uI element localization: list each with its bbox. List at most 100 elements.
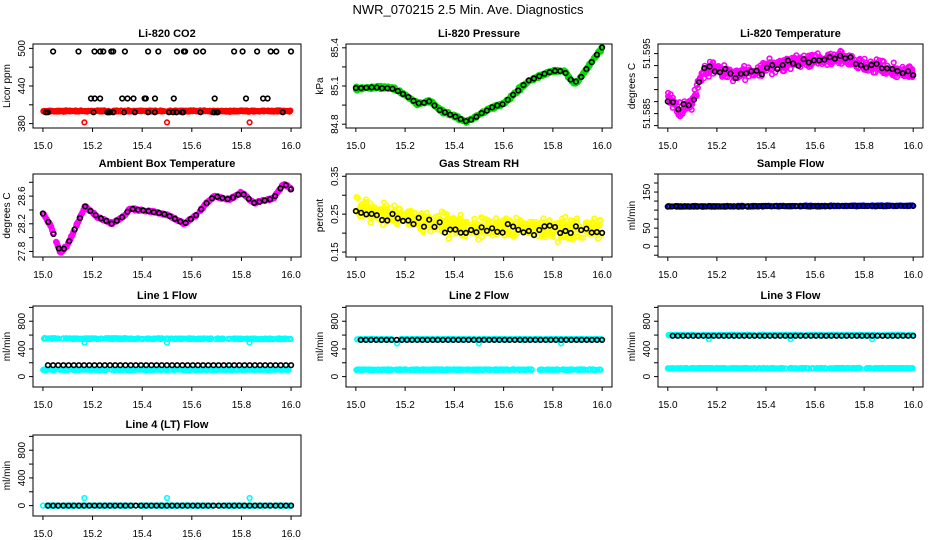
data-point xyxy=(273,107,280,115)
data-point xyxy=(752,70,760,78)
x-tick-label: 15.8 xyxy=(543,400,563,411)
data-point xyxy=(685,102,692,109)
data-point xyxy=(596,216,604,223)
data-point xyxy=(541,70,548,77)
x-tick-label: 15.6 xyxy=(494,400,514,411)
data-point xyxy=(856,56,863,64)
x-tick-label: 15.6 xyxy=(182,400,202,411)
series-outliers xyxy=(81,119,253,126)
data-point xyxy=(193,48,200,55)
x-tick-label: 15.0 xyxy=(346,141,366,152)
data-point xyxy=(55,362,62,369)
data-point xyxy=(70,362,77,369)
plot-frame xyxy=(657,43,924,129)
data-point xyxy=(106,362,114,369)
data-point xyxy=(239,48,246,55)
data-point xyxy=(890,59,897,66)
data-point xyxy=(468,116,475,123)
data-point xyxy=(766,55,773,62)
data-point xyxy=(776,61,783,68)
data-point xyxy=(760,61,767,68)
data-point xyxy=(120,109,128,116)
data-point xyxy=(44,109,51,116)
data-point xyxy=(104,109,111,116)
series-avg xyxy=(352,44,606,125)
x-tick-label: 15.6 xyxy=(182,270,202,281)
x-tick-label: 15.2 xyxy=(707,270,727,281)
data-point xyxy=(44,362,52,369)
data-point xyxy=(75,48,82,55)
data-point xyxy=(696,75,704,82)
x-tick-label: 15.4 xyxy=(445,141,465,152)
x-tick-label: 15.6 xyxy=(182,141,202,152)
data-point xyxy=(462,118,470,125)
data-point xyxy=(242,95,250,102)
data-point xyxy=(86,362,93,369)
y-tick-label: 84.8 xyxy=(330,114,341,134)
x-tick-label: 15.0 xyxy=(658,141,678,152)
x-tick-label: 15.0 xyxy=(33,141,53,152)
y-tick-label: 400 xyxy=(330,340,341,357)
x-tick-label: 15.4 xyxy=(132,270,152,281)
x-tick-label: 15.6 xyxy=(805,270,825,281)
x-tick-label: 15.4 xyxy=(445,400,465,411)
series-all xyxy=(664,47,916,120)
series-avg xyxy=(44,362,295,369)
data-point xyxy=(246,362,253,369)
plot-frame xyxy=(32,305,302,388)
data-point xyxy=(215,362,222,369)
data-point xyxy=(231,107,239,115)
data-point xyxy=(248,107,255,114)
y-tick-label: 85.4 xyxy=(330,38,341,58)
data-point xyxy=(709,59,717,67)
data-point xyxy=(664,89,672,97)
data-point xyxy=(179,109,186,116)
y-tick-label: 150 xyxy=(642,183,653,200)
data-point xyxy=(180,48,187,55)
data-point xyxy=(258,107,265,114)
data-point xyxy=(520,81,527,89)
data-point xyxy=(110,109,117,116)
data-point xyxy=(225,362,233,369)
y-tick-label: 51.585 xyxy=(642,98,653,129)
data-point xyxy=(189,362,196,369)
data-point xyxy=(151,109,158,116)
data-point xyxy=(515,87,522,94)
x-tick-label: 15.4 xyxy=(445,270,465,281)
data-point xyxy=(665,95,673,102)
data-point xyxy=(91,362,98,369)
x-tick-label: 15.2 xyxy=(83,270,103,281)
data-point xyxy=(554,239,561,246)
data-point xyxy=(96,362,103,369)
data-point xyxy=(530,75,538,82)
data-point xyxy=(426,98,433,105)
y-axis-label: ml/min xyxy=(2,332,13,361)
y-tick-label: 440 xyxy=(17,77,28,94)
data-point xyxy=(797,55,804,63)
data-point xyxy=(163,119,171,126)
data-point xyxy=(680,100,687,108)
x-tick-label: 15.4 xyxy=(756,400,776,411)
data-point xyxy=(583,65,590,73)
data-point xyxy=(436,106,443,114)
data-point xyxy=(143,362,150,369)
x-tick-label: 16.0 xyxy=(903,400,923,411)
data-point xyxy=(112,362,119,369)
data-point xyxy=(236,362,243,369)
panel-title: Line 2 Flow xyxy=(449,290,509,302)
data-point xyxy=(669,98,677,106)
data-point xyxy=(91,48,98,55)
y-tick-label: 400 xyxy=(642,340,653,357)
data-point xyxy=(214,109,221,116)
series-all xyxy=(353,194,605,246)
data-point xyxy=(60,362,67,369)
y-tick-label: 800 xyxy=(17,312,28,329)
y-tick-label: 380 xyxy=(17,115,28,132)
data-point xyxy=(262,362,269,369)
panel-title: Gas Stream RH xyxy=(439,158,519,170)
data-point xyxy=(205,362,212,369)
data-point xyxy=(675,106,682,113)
